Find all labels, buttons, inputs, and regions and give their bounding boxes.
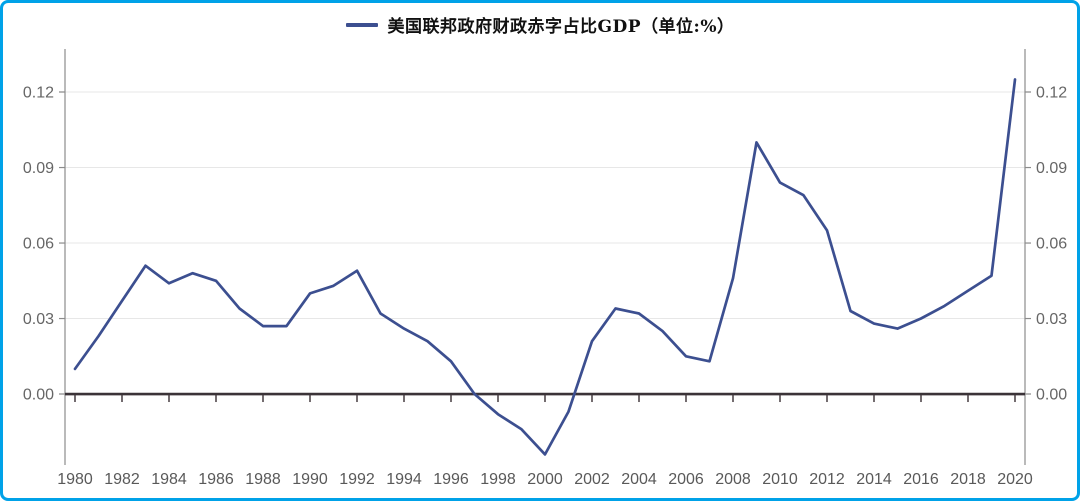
gridlines: [65, 91, 1025, 320]
x-tick-label: 1990: [292, 471, 328, 488]
x-tick-label: 1982: [104, 471, 140, 488]
x-tick-label: 2006: [668, 471, 704, 488]
x-tick-label: 2008: [715, 471, 751, 488]
deficit-series-line: [73, 78, 1017, 456]
x-tick-label: 1996: [433, 471, 469, 488]
y-tick-label-left: 0.06: [23, 236, 54, 253]
deficit-line-chart: 0.00 0.00 0.03 0.03 0.06 0.06 0.09 0.09 0.12 0.12…: [23, 49, 1067, 488]
x-tick-label: 2012: [809, 471, 845, 488]
x-tick-label: 1986: [198, 471, 234, 488]
x-tick-label: 2010: [762, 471, 798, 488]
x-tick-label: 2004: [621, 471, 657, 488]
x-tick-label: 2014: [856, 471, 892, 488]
y-tick-label-left: 0.12: [23, 85, 54, 102]
legend-label: 美国联邦政府财政赤字占比GDP（单位:%）: [387, 17, 735, 37]
chart-legend: 美国联邦政府财政赤字占比GDP（单位:%）: [3, 12, 1077, 37]
y-tick-label-right: 0.06: [1036, 236, 1067, 253]
y-tick-label-left: 0.00: [23, 387, 54, 404]
x-tick-label: 1998: [480, 471, 516, 488]
y-tick-label-left: 0.09: [23, 160, 54, 177]
x-tick-labels: 1980 1982 1984 1986 1988 1990 1992 1994 1996 1998…: [57, 395, 1033, 488]
y-tick-label-right: 0.12: [1036, 85, 1067, 102]
y-axes: [64, 49, 1026, 465]
x-tick-label: 2002: [574, 471, 610, 488]
x-tick-label: 1994: [386, 471, 422, 488]
x-tick-label: 1988: [245, 471, 281, 488]
x-tick-label: 2020: [997, 471, 1033, 488]
y-tick-label-right: 0.00: [1036, 387, 1067, 404]
y-tick-label-right: 0.09: [1036, 160, 1067, 177]
x-tick-label: 2000: [527, 471, 563, 488]
legend-line-swatch: [345, 22, 378, 27]
y-tick-label-left: 0.03: [23, 311, 54, 328]
x-tick-label: 1984: [151, 471, 187, 488]
x-tick-label: 2016: [903, 471, 939, 488]
y-tick-labels: 0.00 0.00 0.03 0.03 0.06 0.06 0.09 0.09 0.12 0.12: [23, 85, 1067, 404]
x-tick-label: 1980: [57, 471, 93, 488]
x-tick-label: 1992: [339, 471, 375, 488]
y-tick-label-right: 0.03: [1036, 311, 1067, 328]
x-tick-label: 2018: [950, 471, 986, 488]
